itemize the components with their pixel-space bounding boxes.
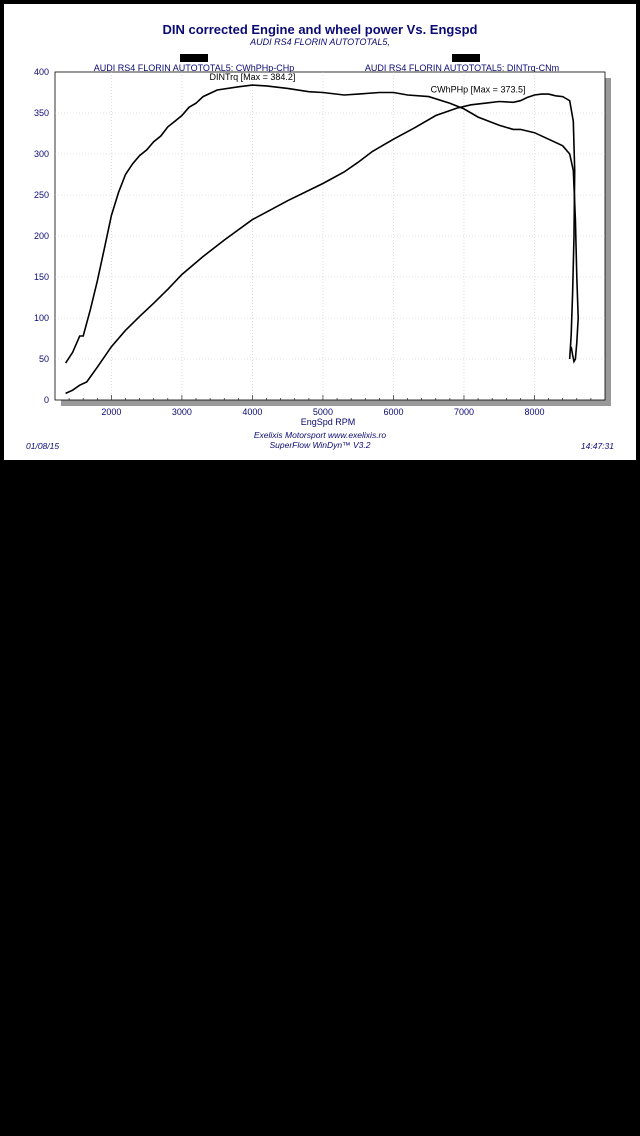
plot-area bbox=[54, 71, 606, 401]
legend-label-1: AUDI RS4 FLORIN AUTOTOTAL5: CWhPHp-CHp bbox=[94, 63, 295, 73]
series-line-cwhphp bbox=[65, 93, 576, 395]
tick-labels: 0 50 100 150 200 250 300 350 400 2000 3000 4000 5000… bbox=[34, 67, 545, 417]
x-tick-label: 2000 bbox=[101, 407, 121, 417]
y-tick-label: 350 bbox=[34, 108, 49, 118]
series-line-dintrq bbox=[64, 84, 580, 364]
chart-card: DIN corrected Engine and wheel power Vs.… bbox=[4, 4, 636, 460]
x-tick-label: 5000 bbox=[313, 407, 333, 417]
y-tick-label: 200 bbox=[34, 231, 49, 241]
y-tick-label: 150 bbox=[34, 272, 49, 282]
annotation-1: CWhPHp [Max = 373.5] bbox=[431, 85, 526, 95]
y-tick-label: 0 bbox=[44, 395, 49, 405]
series bbox=[64, 84, 580, 395]
x-tick-label: 4000 bbox=[242, 407, 262, 417]
legend-swatch-1 bbox=[180, 54, 208, 62]
chart: DIN corrected Engine and wheel power Vs.… bbox=[26, 22, 614, 451]
y-tick-label: 100 bbox=[34, 313, 49, 323]
chart-subtitle: AUDI RS4 FLORIN AUTOTOTAL5, bbox=[249, 37, 390, 47]
footer-company: Exelixis Motorsport www.exelixis.ro bbox=[254, 430, 387, 440]
x-tick-label: 6000 bbox=[383, 407, 403, 417]
x-tick-label: 3000 bbox=[172, 407, 192, 417]
footer-date: 01/08/15 bbox=[26, 441, 59, 451]
grid bbox=[55, 72, 605, 400]
legend-swatch-2 bbox=[452, 54, 480, 62]
y-tick-label: 250 bbox=[34, 190, 49, 200]
y-tick-label: 50 bbox=[39, 354, 49, 364]
footer-time: 14:47:31 bbox=[581, 441, 614, 451]
y-tick-label: 400 bbox=[34, 67, 49, 77]
legend-label-2: AUDI RS4 FLORIN AUTOTOTAL5: DINTrq-CNm bbox=[365, 63, 559, 73]
annotations: DINTrq [Max = 384.2] CWhPHp [Max = 373.5] bbox=[209, 72, 525, 94]
x-tick-label: 8000 bbox=[524, 407, 544, 417]
y-tick-label: 300 bbox=[34, 149, 49, 159]
x-axis-label: EngSpd RPM bbox=[301, 417, 356, 427]
chart-title: DIN corrected Engine and wheel power Vs.… bbox=[163, 22, 478, 37]
footer-software: SuperFlow WinDyn™ V3.2 bbox=[269, 440, 370, 450]
x-tick-label: 7000 bbox=[454, 407, 474, 417]
annotation-0: DINTrq [Max = 384.2] bbox=[209, 72, 295, 82]
